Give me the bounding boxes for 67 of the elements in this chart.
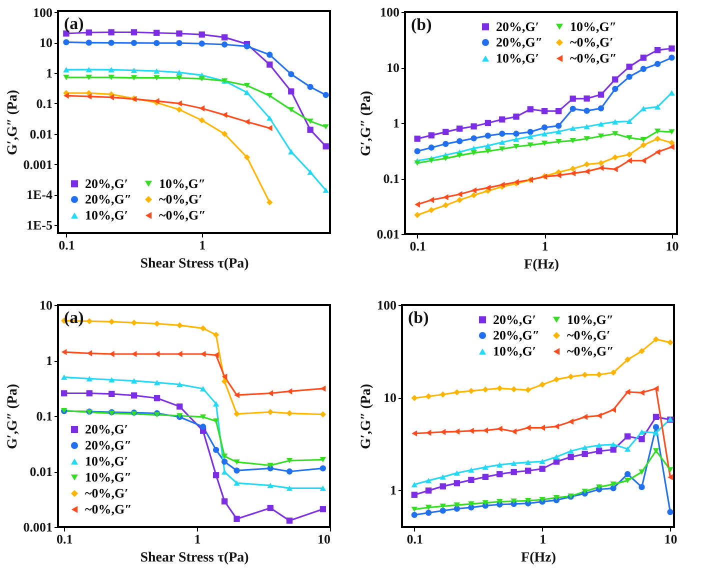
x-axis-title: F(Hz): [524, 258, 560, 272]
annotation: (a): [64, 14, 84, 33]
legend-label: ~0%,G′: [567, 328, 610, 342]
x-tick-label: 0.1: [406, 532, 424, 546]
y-tick-label: 0.1: [383, 171, 400, 186]
legend-label: 10%,G″: [570, 18, 617, 34]
legend-label: 10%,G″: [159, 176, 206, 191]
legend-label: 10%,G′: [493, 344, 536, 358]
annotation: (b): [411, 15, 432, 34]
y-axis-title: G′,G″ (Pa): [5, 90, 20, 156]
x-tick-label: 1: [542, 238, 548, 254]
legend-label: 10%,G′: [85, 208, 128, 222]
y-axis-title: G′,G″ (Pa): [359, 384, 374, 450]
x-axis-title: Shear Stress τ(Pa): [140, 256, 250, 272]
legend-label: 10%,G′: [85, 454, 128, 468]
x-axis-title: F(Hz): [521, 550, 556, 566]
x-tick-label: 1: [540, 532, 546, 546]
y-tick-label: 1E-4: [26, 187, 53, 202]
x-tick-label: 1: [199, 238, 206, 252]
legend-label: 20%,G′: [496, 18, 540, 34]
x-tick-label: 0.1: [410, 238, 426, 254]
y-tick-label: 10: [40, 35, 52, 50]
legend-label: ~0%,G″: [567, 344, 614, 358]
y-tick-label: 0.1: [36, 96, 52, 111]
x-tick-label: 10: [318, 532, 330, 546]
y-tick-label: 10: [384, 390, 396, 406]
y-tick-label: 0.01: [30, 464, 52, 479]
y-tick-label: 0.001: [23, 156, 52, 172]
legend-label: ~0%,G″: [570, 50, 617, 66]
y-tick-label: 1: [46, 353, 52, 368]
y-tick-label: 1E-5: [26, 218, 53, 233]
x-tick-label: 0.1: [58, 238, 75, 252]
legend-label: 20%,G″: [496, 34, 543, 50]
y-tick-label: 0.01: [376, 226, 400, 242]
x-tick-label: 0.1: [56, 532, 73, 546]
legend-label: 20%,G″: [85, 438, 132, 452]
legend-label: ~0%,G′: [570, 34, 614, 50]
legend-label: ~0%,G′: [159, 192, 202, 206]
x-axis-title: Shear Stress τ(Pa): [140, 550, 250, 566]
y-tick-label: 1: [393, 116, 400, 130]
y-axis-title: G′,G″ (Pa): [5, 384, 20, 450]
y-tick-label: 0.001: [23, 520, 52, 534]
legend-label: 10%,G′: [496, 50, 540, 66]
y-tick-label: 1: [390, 482, 396, 498]
legend-label: 20%,G′: [493, 312, 536, 327]
legend-label: ~0%,G′: [85, 486, 128, 500]
y-tick-label: 10: [386, 60, 400, 75]
x-tick-label: 1: [194, 532, 201, 546]
y-tick-label: 10: [40, 298, 52, 312]
legend-label: ~0%,G″: [159, 208, 206, 222]
legend-label: 20%,G′: [85, 422, 128, 436]
annotation: (b): [408, 308, 429, 327]
y-tick-label: 0.01: [30, 126, 52, 142]
y-tick-label: 0.1: [36, 408, 52, 424]
legend-label: 10%,G″: [567, 312, 614, 327]
y-axis-title: G′,G″ (Pa): [358, 90, 374, 156]
y-tick-label: 100: [33, 4, 52, 20]
legend-label: 10%,G″: [85, 470, 132, 484]
legend-label: ~0%,G″: [85, 502, 132, 516]
y-tick-label: 100: [380, 4, 400, 20]
legend-label: 20%,G″: [493, 328, 540, 342]
x-tick-label: 10: [664, 532, 678, 546]
y-tick-label: 100: [377, 298, 396, 312]
legend-label: 20%,G′: [85, 176, 128, 191]
x-tick-label: 10: [666, 238, 679, 254]
y-tick-label: 1: [46, 66, 52, 81]
legend-label: 20%,G″: [85, 192, 132, 206]
